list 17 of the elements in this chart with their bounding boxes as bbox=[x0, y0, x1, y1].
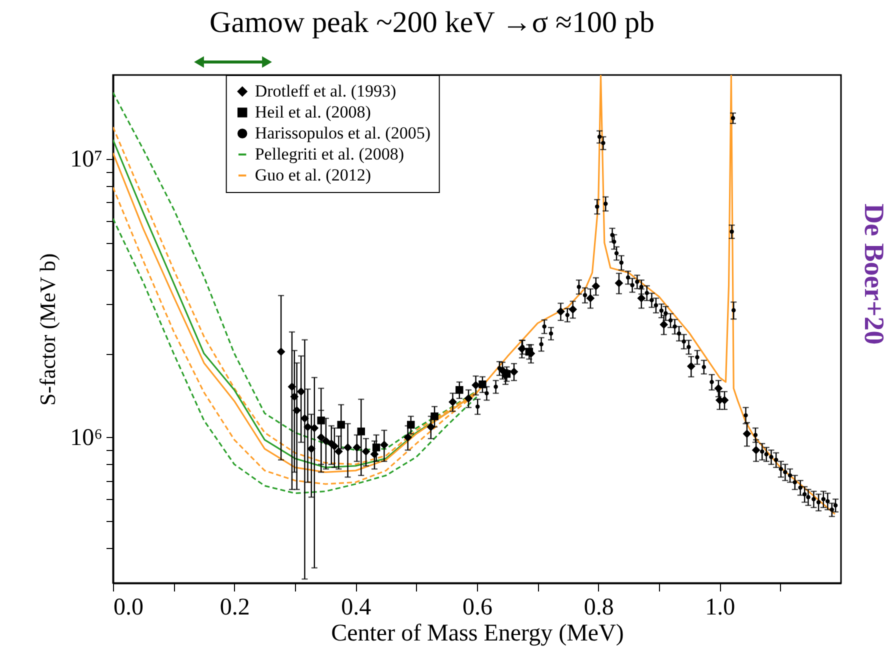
chart-title: Gamow peak ~200 keV →σ ≈100 pb bbox=[210, 6, 654, 39]
legend-label: Drotleff et al. (1993) bbox=[254, 82, 396, 100]
y-axis-title: S-factor (MeV b) bbox=[35, 253, 60, 406]
legend-label: Heil et al. (2008) bbox=[254, 102, 371, 122]
x-tick-label: 0.8 bbox=[584, 594, 614, 620]
x-tick-label: 0.2 bbox=[220, 594, 250, 620]
text: De Boer+20 bbox=[858, 203, 889, 345]
x-tick-label: 0.0 bbox=[114, 594, 144, 620]
x-axis-title: Center of Mass Energy (MeV) bbox=[331, 620, 624, 646]
x-tick-label: 0.6 bbox=[462, 594, 492, 620]
legend-label: Pellegriti et al. (2008) bbox=[254, 144, 404, 164]
legend-label: Harissopulos et al. (2005) bbox=[254, 124, 430, 142]
y-tick-label: 10⁷ bbox=[70, 146, 102, 172]
y-tick-label: 10⁶ bbox=[70, 424, 102, 451]
legend-label: Guo et al. (2012) bbox=[254, 166, 371, 184]
x-tick-label: 0.4 bbox=[341, 594, 372, 620]
x-tick-label: 1.0 bbox=[705, 594, 736, 620]
